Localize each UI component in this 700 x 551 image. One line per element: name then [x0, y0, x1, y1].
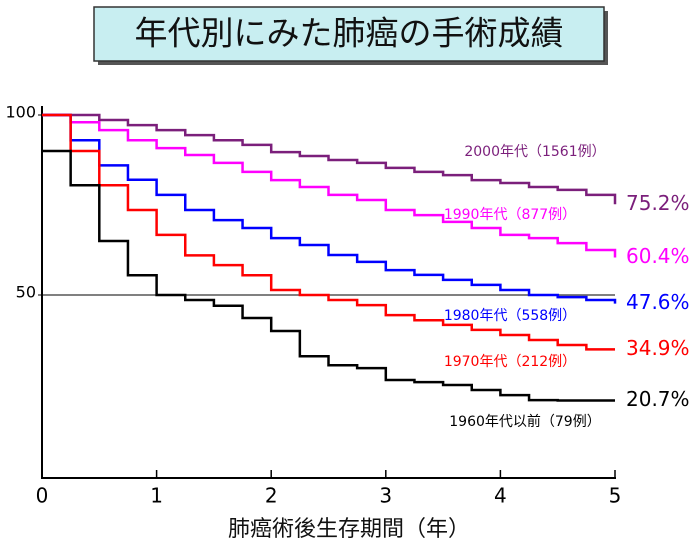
- x-tick-label: 4: [494, 484, 507, 508]
- x-tick-label: 5: [609, 484, 622, 508]
- series-label: 1970年代（212例）: [444, 354, 576, 370]
- end-value-label: 60.4%: [626, 244, 690, 268]
- y-tick-label: 50: [16, 283, 36, 302]
- end-value-label: 75.2%: [626, 191, 690, 215]
- survival-line: [42, 113, 617, 304]
- survival-line: [42, 113, 615, 351]
- series-label: 2000年代（1561例）: [464, 144, 605, 160]
- x-axis-label: 肺癌術後生存期間（年）: [228, 517, 470, 542]
- x-tick-label: 0: [36, 484, 49, 508]
- series-label: 1990年代（877例）: [444, 207, 576, 223]
- survival-line: [42, 113, 617, 258]
- survival-line: [42, 113, 617, 205]
- y-tick-label: 100: [5, 103, 36, 122]
- end-value-label: 47.6%: [626, 290, 690, 314]
- survival-line: [42, 149, 615, 402]
- x-tick-label: 1: [150, 484, 163, 508]
- chart-title: 年代別にみた肺癌の手術成績: [135, 14, 564, 53]
- series-label: 1960年代以前（79例）: [449, 413, 600, 430]
- series-label: 1980年代（558例）: [444, 308, 576, 324]
- end-value-label: 34.9%: [626, 336, 690, 360]
- x-tick-label: 3: [379, 484, 392, 508]
- x-tick-label: 2: [265, 484, 278, 508]
- title-box: [93, 6, 605, 62]
- end-value-label: 20.7%: [626, 387, 690, 411]
